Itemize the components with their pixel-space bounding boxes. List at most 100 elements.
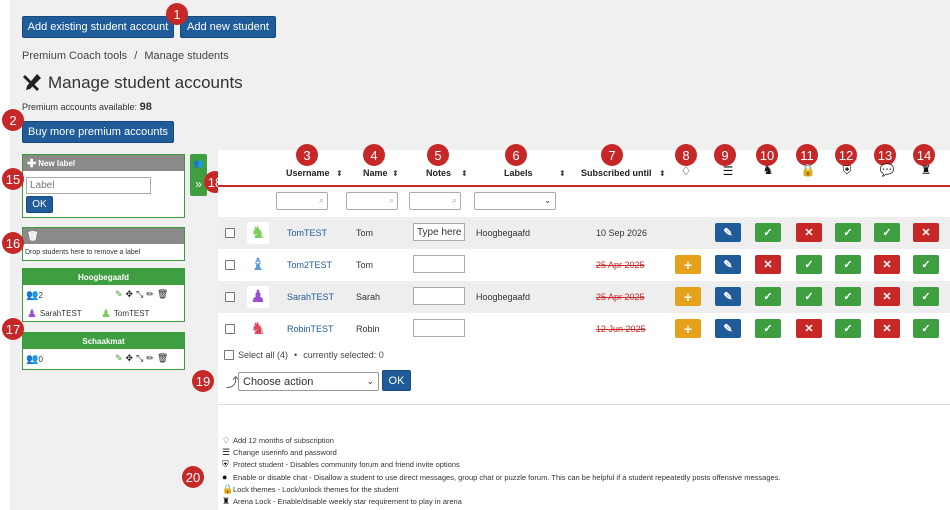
toggle-lock-themes-button[interactable]: ✓ bbox=[796, 287, 822, 306]
sidebar-toggle-button[interactable]: 👥 » bbox=[190, 154, 207, 196]
labels-filter-select[interactable]: ⌄ bbox=[474, 192, 556, 210]
legend-item: ♜ Arena Lock - Enable/disable weekly star… bbox=[222, 496, 462, 507]
toggle-horse-button[interactable]: ✕ bbox=[755, 255, 781, 274]
bulk-action-select[interactable]: Choose action ⌄ bbox=[238, 372, 379, 391]
toggle-horse-button[interactable]: ✓ bbox=[755, 223, 781, 242]
select-all-label[interactable]: Select all (4) bbox=[238, 350, 289, 360]
edit-user-button[interactable]: ✎ bbox=[715, 287, 741, 306]
toggle-protect-button[interactable]: ✓ bbox=[835, 287, 861, 306]
column-header-username[interactable]: Username bbox=[286, 168, 330, 178]
toggle-lock-themes-button[interactable]: ✕ bbox=[796, 319, 822, 338]
group-name: Hoogbegaafd bbox=[23, 269, 184, 285]
sort-icon[interactable]: ⬍ bbox=[336, 169, 343, 178]
sort-icon[interactable]: ⬍ bbox=[659, 169, 666, 178]
add-subscription-button[interactable]: + bbox=[675, 255, 701, 274]
selected-count: currently selected: 0 bbox=[303, 350, 384, 360]
notes-input[interactable] bbox=[413, 287, 465, 305]
add-new-student-button[interactable]: Add new student bbox=[180, 16, 276, 38]
toggle-chat-button[interactable]: ✕ bbox=[874, 287, 900, 306]
pin-icon[interactable]: ✎ bbox=[115, 353, 126, 363]
toggle-chat-button[interactable]: ✓ bbox=[874, 223, 900, 242]
label-ok-button[interactable]: OK bbox=[26, 196, 53, 213]
toggle-arena-lock-button[interactable]: ✓ bbox=[913, 255, 939, 274]
toggle-lock-themes-button[interactable]: ✓ bbox=[796, 255, 822, 274]
remove-label-panel[interactable]: 🗑 Drop students here to remove a label bbox=[22, 227, 185, 261]
group-member-name: TomTEST bbox=[113, 309, 150, 318]
edit-icon[interactable]: ✏ bbox=[146, 353, 157, 363]
edit-user-button[interactable]: ✎ bbox=[715, 255, 741, 274]
group-member[interactable]: ♟ TomTEST bbox=[101, 307, 149, 320]
username-link[interactable]: SarahTEST bbox=[287, 292, 335, 302]
knight-icon: ♞ bbox=[247, 222, 269, 244]
breadcrumb-parent[interactable]: Premium Coach tools bbox=[22, 50, 128, 62]
chat-icon: 💬 bbox=[879, 163, 895, 177]
add-subscription-button[interactable]: + bbox=[675, 287, 701, 306]
edit-user-button[interactable]: ✎ bbox=[715, 223, 741, 242]
add-subscription-button[interactable]: + bbox=[675, 319, 701, 338]
list-icon: ☰ bbox=[222, 447, 231, 457]
username-filter-input[interactable]: ⌕ bbox=[276, 192, 328, 210]
username-link[interactable]: TomTEST bbox=[287, 228, 328, 238]
toggle-lock-themes-button[interactable]: ✕ bbox=[796, 223, 822, 242]
toggle-arena-lock-button[interactable]: ✕ bbox=[913, 223, 939, 242]
sort-icon[interactable]: ⬍ bbox=[392, 169, 399, 178]
buy-premium-button[interactable]: Buy more premium accounts bbox=[22, 121, 174, 143]
notes-input[interactable] bbox=[413, 255, 465, 273]
shield-icon: ⛨ bbox=[842, 163, 852, 177]
toggle-horse-button[interactable]: ✓ bbox=[755, 319, 781, 338]
column-header-name[interactable]: Name bbox=[363, 168, 388, 178]
move-icon[interactable]: ✥ bbox=[125, 289, 137, 299]
edit-icon[interactable]: ✏ bbox=[146, 289, 157, 299]
toggle-chat-button[interactable]: ✕ bbox=[874, 255, 900, 274]
notes-input[interactable]: Type here bbox=[413, 223, 465, 241]
avatar: ♞ bbox=[250, 223, 266, 242]
delete-icon[interactable]: 🗑 bbox=[156, 353, 172, 363]
edit-user-button[interactable]: ✎ bbox=[715, 319, 741, 338]
add-existing-student-button[interactable]: Add existing student account bbox=[22, 16, 174, 38]
pencil-icon: ✎ bbox=[723, 259, 733, 271]
toggle-chat-button[interactable]: ✕ bbox=[874, 319, 900, 338]
row-checkbox[interactable] bbox=[225, 292, 235, 302]
column-header-labels[interactable]: Labels bbox=[504, 168, 533, 178]
toggle-protect-button[interactable]: ✓ bbox=[835, 319, 861, 338]
group-panel-schaakmat[interactable]: Schaakmat 👥 0 ✎✥⤡✏🗑 bbox=[22, 332, 185, 370]
toggle-arena-lock-button[interactable]: ✓ bbox=[913, 319, 939, 338]
collapse-icon[interactable]: ⤡ bbox=[136, 353, 147, 363]
plus-icon: + bbox=[683, 320, 693, 337]
username-link[interactable]: Tom2TEST bbox=[287, 260, 333, 270]
notes-input[interactable] bbox=[413, 319, 465, 337]
select-all-checkbox[interactable] bbox=[224, 350, 234, 360]
double-chevron-right-icon: » bbox=[195, 177, 202, 192]
row-checkbox[interactable] bbox=[225, 324, 235, 334]
name-filter-input[interactable]: ⌕ bbox=[346, 192, 398, 210]
toggle-horse-button[interactable]: ✓ bbox=[755, 287, 781, 306]
notes-filter-input[interactable]: ⌕ bbox=[409, 192, 461, 210]
table-row: ♞ RobinTEST Robin 12 Jun 2025 + ✎ ✓ ✕ ✓ … bbox=[218, 313, 950, 345]
group-member[interactable]: ♟ SarahTEST bbox=[27, 307, 82, 320]
username-link[interactable]: RobinTEST bbox=[287, 324, 334, 334]
sort-icon[interactable]: ⬍ bbox=[559, 169, 566, 178]
toggle-arena-lock-button[interactable]: ✓ bbox=[913, 287, 939, 306]
row-checkbox[interactable] bbox=[225, 228, 235, 238]
users-icon: 👥 bbox=[26, 354, 39, 365]
group-panel-hoogbegaafd[interactable]: Hoogbegaafd 👥 2 ✎✥⤡✏🗑 ♟ SarahTEST ♟ TomT… bbox=[22, 268, 185, 322]
bulk-action-ok-button[interactable]: OK bbox=[382, 370, 411, 391]
collapse-icon[interactable]: ⤡ bbox=[136, 289, 147, 299]
check-icon: ✓ bbox=[843, 259, 853, 271]
close-icon: ✕ bbox=[804, 227, 814, 239]
check-icon: ✓ bbox=[804, 259, 814, 271]
diamond-icon: ♢ bbox=[680, 164, 692, 178]
toggle-protect-button[interactable]: ✓ bbox=[835, 223, 861, 242]
toggle-protect-button[interactable]: ✓ bbox=[835, 255, 861, 274]
sort-icon[interactable]: ⬍ bbox=[461, 169, 468, 178]
row-checkbox[interactable] bbox=[225, 260, 235, 270]
pin-icon[interactable]: ✎ bbox=[115, 289, 126, 299]
label-input[interactable] bbox=[26, 177, 151, 194]
column-header-subscribed[interactable]: Subscribed until bbox=[581, 168, 652, 178]
close-icon: ✕ bbox=[882, 259, 892, 271]
move-icon[interactable]: ✥ bbox=[125, 353, 137, 363]
delete-icon[interactable]: 🗑 bbox=[156, 289, 172, 299]
column-header-notes[interactable]: Notes bbox=[426, 168, 452, 178]
search-icon: ⌕ bbox=[388, 195, 394, 205]
pawn-icon: ♟ bbox=[101, 308, 111, 320]
